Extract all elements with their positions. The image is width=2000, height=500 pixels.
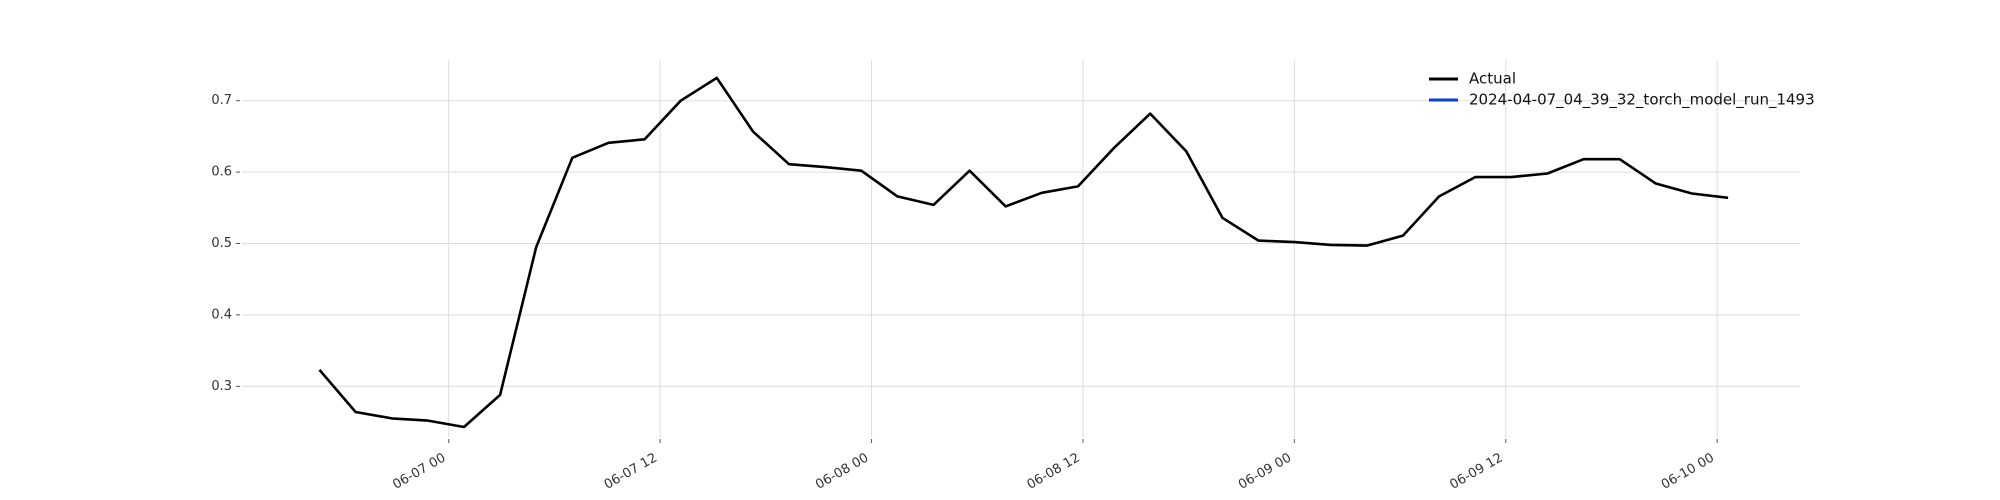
y-tick-label: 0.3: [211, 379, 232, 394]
y-tick-label: 0.4: [211, 307, 232, 322]
x-tick-label: 06-07 00: [390, 451, 448, 493]
legend-label: 2024-04-07_04_39_32_torch_model_run_1493: [1469, 91, 1815, 110]
x-tick-label: 06-09 00: [1236, 451, 1294, 493]
x-tick-label: 06-09 12: [1447, 451, 1505, 493]
y-tick-label: 0.7: [211, 93, 232, 108]
legend-label: Actual: [1469, 70, 1516, 88]
series-line: [318, 76, 1729, 429]
x-tick-label: 06-10 00: [1659, 451, 1717, 493]
x-tick-label: 06-07 12: [602, 451, 660, 493]
legend: Actual 2024-04-07_04_39_32_torch_model_ru…: [1429, 70, 1815, 110]
y-tick-label: 0.6: [211, 165, 232, 180]
y-tick-label: 0.5: [211, 236, 232, 251]
x-tick-label: 06-08 00: [813, 451, 871, 493]
x-tick-label: 06-08 12: [1025, 451, 1083, 493]
